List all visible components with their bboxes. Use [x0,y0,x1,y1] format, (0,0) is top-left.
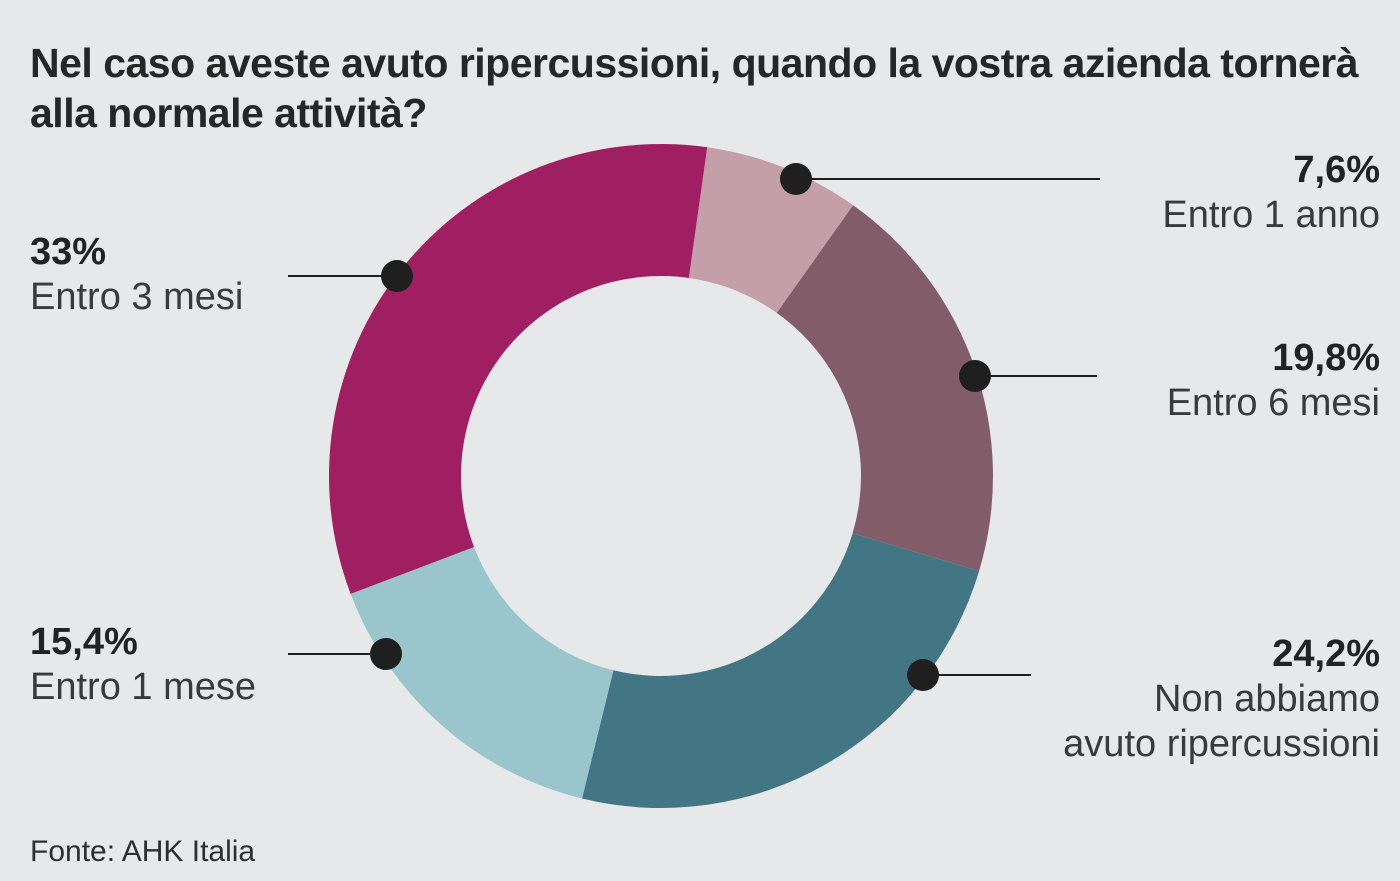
slice-entro-1-mese [350,547,614,799]
value-entro-1-anno: 7,6% [1293,149,1380,191]
leader-dot-entro-1-mese [370,638,402,670]
slice-entro-6-mesi [776,205,993,572]
label-entro-3-mesi: 33% Entro 3 mesi [30,230,243,320]
label-entro-1-anno: 7,6% Entro 1 anno [1162,148,1380,238]
slice-non-abbiamo-avuto-ripercussioni [582,533,980,808]
slice-entro-1-anno [688,147,854,313]
value-entro-6-mesi: 19,8% [1272,337,1380,379]
donut-slices [329,144,993,808]
category-nessuna-line-1: Non abbiamo [1153,678,1380,720]
label-nessuna: 24,2% Non abbiamo avuto ripercussioni [1063,632,1380,767]
label-entro-1-mese: 15,4% Entro 1 mese [30,620,256,710]
value-nessuna: 24,2% [1272,633,1380,675]
label-entro-6-mesi: 19,8% Entro 6 mesi [1167,336,1380,426]
category-entro-1-mese: Entro 1 mese [30,666,256,708]
source-note: Fonte: AHK Italia [30,835,256,868]
value-entro-3-mesi: 33% [30,231,107,273]
category-entro-3-mesi: Entro 3 mesi [30,276,244,318]
leader-lines [288,163,1100,691]
leader-dot-nessuna [907,659,939,691]
leader-dot-entro-6-mesi [959,360,991,392]
slice-entro-3-mesi [329,144,708,594]
leader-dot-entro-1-anno [780,163,812,195]
leader-dot-entro-3-mesi [381,260,413,292]
category-nessuna-line-2: avuto ripercussioni [1063,723,1380,765]
chart-title: Nel caso aveste avuto ripercussioni, qua… [30,40,1359,136]
category-entro-6-mesi: Entro 6 mesi [1166,382,1380,424]
value-entro-1-mese: 15,4% [30,621,138,663]
category-entro-1-anno: Entro 1 anno [1162,194,1380,236]
